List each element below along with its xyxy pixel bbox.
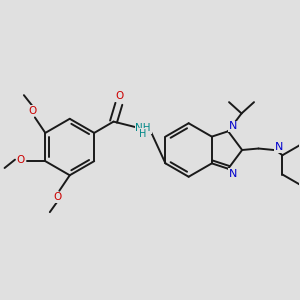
Text: N: N xyxy=(229,121,237,131)
Text: O: O xyxy=(29,106,37,116)
Text: N: N xyxy=(274,142,283,152)
Text: N: N xyxy=(229,169,237,179)
Text: O: O xyxy=(16,155,25,165)
Text: H: H xyxy=(139,128,147,139)
Text: O: O xyxy=(53,192,61,202)
Text: NH: NH xyxy=(136,124,151,134)
Text: O: O xyxy=(115,92,124,101)
